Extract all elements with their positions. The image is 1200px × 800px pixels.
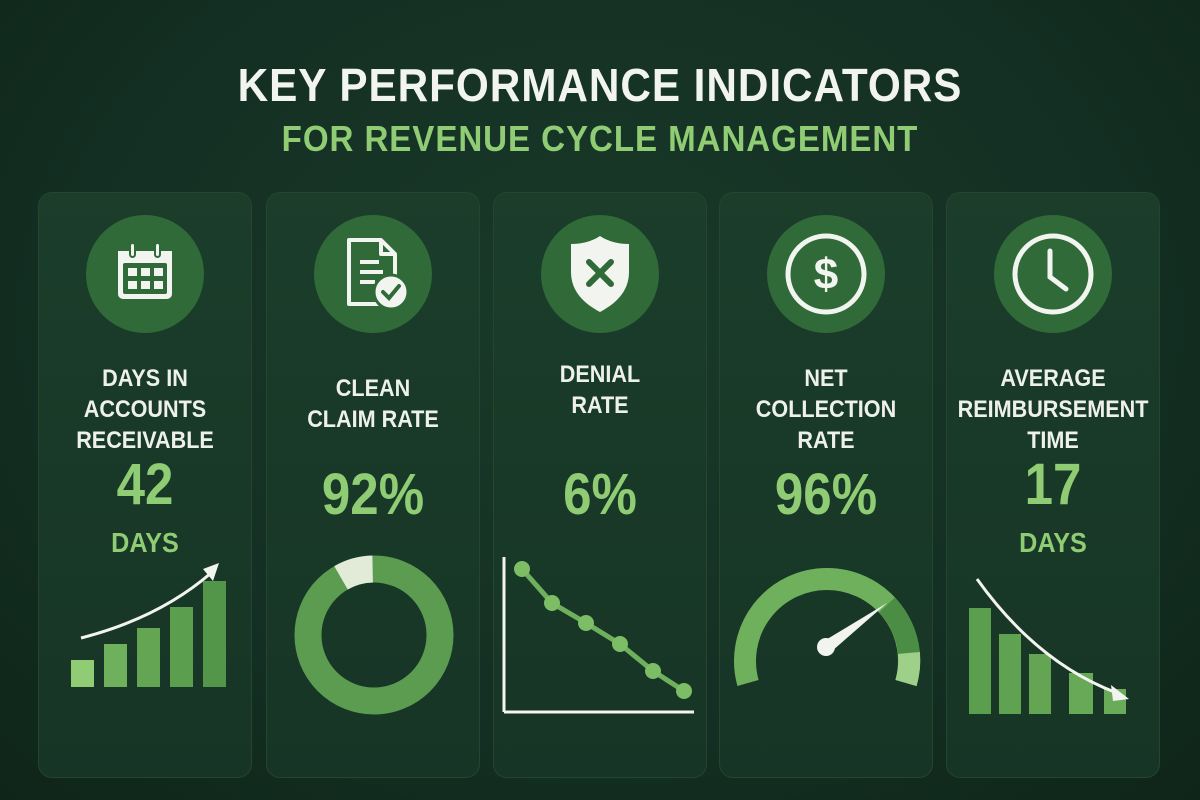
gauge-chart xyxy=(734,568,921,687)
gauge-hub xyxy=(817,638,835,656)
kpi-card-net-collection-rate: $ NET COLLECTION RATE 96% xyxy=(719,192,933,778)
gauge-needle xyxy=(824,603,887,651)
calendar-icon xyxy=(118,242,172,299)
kpi-card-days-in-ar: DAYS IN ACCOUNTS RECEIVABLE 42 DAYS xyxy=(38,192,252,778)
declining-line-chart xyxy=(502,557,694,714)
declining-bar-chart xyxy=(969,578,1129,714)
kpi-value: 42 xyxy=(116,452,174,517)
icon-badge xyxy=(314,215,432,333)
kpi-value: 6% xyxy=(563,462,637,527)
arrow-up-icon xyxy=(203,563,219,581)
shield-x-icon xyxy=(571,236,629,312)
kpi-unit: DAYS xyxy=(1019,527,1087,558)
kpi-card-avg-reimbursement-time: AVERAGE REIMBURSEMENT TIME 17 DAYS xyxy=(946,192,1160,778)
kpi-card-clean-claim-rate: CLEAN CLAIM RATE 92% xyxy=(266,192,480,778)
kpi-value: 17 xyxy=(1024,452,1082,517)
icon-badge xyxy=(994,215,1112,333)
svg-text:$: $ xyxy=(814,250,838,299)
kpi-card-denial-rate: DENIAL RATE 6% xyxy=(493,192,707,778)
dollar-circle-icon: $ xyxy=(785,233,867,315)
kpi-value: 96% xyxy=(774,462,878,527)
rising-bar-chart xyxy=(71,563,226,687)
page-subtitle: FOR REVENUE CYCLE MANAGEMENT xyxy=(281,118,919,159)
icon-badge xyxy=(541,215,659,333)
icon-badge: $ xyxy=(767,215,885,333)
kpi-label: CLEAN CLAIM RATE xyxy=(307,375,439,433)
kpi-label: AVERAGE REIMBURSEMENT TIME xyxy=(957,365,1149,454)
arrow-down-icon xyxy=(1111,685,1129,701)
donut-chart xyxy=(294,555,454,715)
document-check-icon xyxy=(347,238,410,311)
kpi-label: NET COLLECTION RATE xyxy=(755,365,897,454)
kpi-label: DAYS IN ACCOUNTS RECEIVABLE xyxy=(76,365,214,454)
page-title: KEY PERFORMANCE INDICATORS xyxy=(237,59,963,111)
kpi-unit: DAYS xyxy=(111,527,179,558)
kpi-value: 92% xyxy=(321,462,425,527)
clock-icon xyxy=(1012,233,1094,315)
icon-badge xyxy=(86,215,204,333)
trend-arrow xyxy=(80,571,212,640)
kpi-label: DENIAL RATE xyxy=(559,361,641,419)
trend-arrow xyxy=(975,578,1118,695)
